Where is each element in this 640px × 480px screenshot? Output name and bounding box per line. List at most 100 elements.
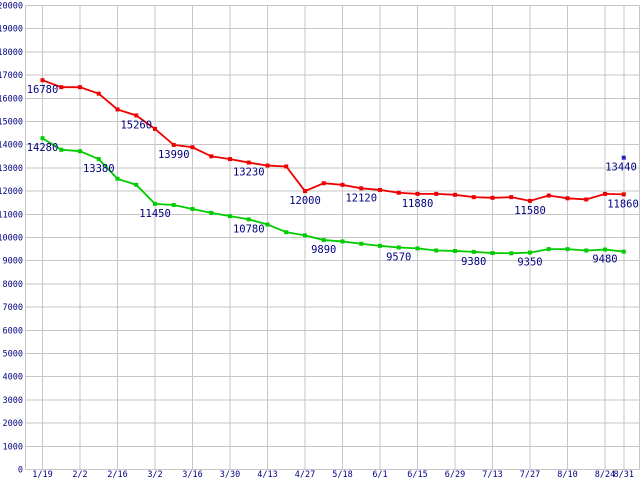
x-axis-tick-label: 6/29 (445, 470, 465, 480)
red-series-marker (471, 195, 476, 200)
green-series-value-label: 9480 (592, 254, 617, 266)
green-series-marker (434, 248, 439, 253)
green-series-marker (115, 176, 120, 181)
y-axis-tick-label: 8000 (3, 280, 23, 290)
green-series-marker (96, 157, 101, 162)
x-axis-tick-label: 8/24 (595, 470, 615, 480)
green-series-marker (340, 239, 345, 244)
y-axis-tick-label: 2000 (3, 419, 23, 429)
y-axis-tick-label: 5000 (3, 350, 23, 360)
y-axis-tick-label: 19000 (0, 25, 23, 35)
y-axis-tick-label: 10000 (0, 234, 23, 244)
green-series-value-label: 10780 (233, 223, 265, 235)
y-axis-tick-label: 4000 (3, 373, 23, 383)
red-series-value-label: 11880 (402, 198, 434, 210)
red-series-marker (284, 164, 289, 169)
x-axis-tick-label: 6/15 (407, 470, 427, 480)
y-axis-tick-label: 7000 (3, 303, 23, 313)
y-axis-tick-label: 16000 (0, 94, 23, 104)
y-axis-tick-label: 13000 (0, 164, 23, 174)
green-series-marker (134, 182, 139, 187)
red-series-marker (190, 145, 195, 150)
red-series-value-label: 12120 (345, 192, 377, 204)
green-series-marker (453, 248, 457, 253)
red-series-marker (415, 191, 420, 196)
red-series-marker (209, 154, 214, 159)
green-series-marker (528, 250, 532, 255)
y-axis-tick-label: 6000 (3, 326, 23, 336)
red-series-marker (434, 191, 439, 196)
green-series-marker (228, 214, 232, 219)
green-series-marker (190, 206, 195, 211)
green-series-marker (378, 243, 382, 248)
y-axis-tick-label: 9000 (3, 257, 23, 267)
red-series-marker (78, 85, 82, 90)
x-axis-tick-label: 3/2 (147, 470, 162, 480)
red-series-marker (134, 113, 139, 118)
y-axis-tick-label: 3000 (3, 396, 23, 406)
red-series-marker (153, 126, 157, 131)
red-series-marker (603, 191, 607, 196)
green-series-marker (59, 147, 64, 152)
x-axis-tick-label: 3/16 (182, 470, 202, 480)
x-axis-tick-label: 1/19 (32, 470, 52, 480)
red-series-value-label: 12000 (289, 195, 321, 207)
green-series-marker (603, 247, 607, 252)
green-series-marker (584, 248, 589, 253)
red-series-value-label: 13990 (158, 149, 190, 161)
red-series-marker (490, 195, 495, 200)
x-axis-tick-label: 8/10 (557, 470, 577, 480)
red-series-marker (621, 192, 626, 197)
x-axis-tick-label: 8/31 (614, 470, 634, 480)
green-series-value-label: 13380 (83, 163, 115, 175)
y-axis-tick-label: 1000 (3, 442, 23, 452)
green-series-line (42, 137, 624, 255)
red-series-marker (96, 91, 101, 96)
green-series-value-label: 9380 (461, 256, 486, 268)
red-series-marker (59, 85, 64, 90)
y-axis-tick-label: 18000 (0, 48, 23, 58)
red-series-marker (509, 195, 514, 200)
green-series-marker (153, 201, 157, 206)
red-series-marker (359, 186, 364, 191)
green-series-value-label: 9570 (386, 251, 411, 263)
red-series-marker (303, 189, 307, 194)
red-series-value-label: 15260 (120, 119, 152, 131)
green-series-marker (396, 245, 401, 250)
red-series-marker (546, 193, 551, 198)
green-series-marker (415, 246, 420, 251)
x-axis-tick-label: 3/30 (220, 470, 240, 480)
green-series-value-label: 9890 (311, 244, 336, 256)
y-axis-tick-label: 15000 (0, 118, 23, 128)
red-series-marker (265, 163, 270, 168)
red-series-marker (396, 190, 401, 195)
red-series-marker (340, 182, 345, 187)
x-axis-tick-label: 6/1 (372, 470, 387, 480)
x-axis-tick-label: 7/27 (520, 470, 540, 480)
x-axis-tick-label: 4/13 (257, 470, 277, 480)
red-series-marker (246, 160, 251, 165)
x-axis-tick-label: 4/27 (295, 470, 315, 480)
red-series-value-label: 11580 (514, 205, 546, 217)
red-series-value-label: 11860 (607, 198, 639, 210)
green-series-marker (265, 222, 270, 227)
red-series-line (42, 79, 624, 202)
green-series-marker (284, 230, 289, 235)
red-series-marker (528, 198, 532, 203)
x-axis-tick-label: 5/18 (332, 470, 352, 480)
red-series-marker (321, 181, 326, 186)
red-series-marker (228, 157, 232, 162)
green-series-marker (246, 217, 251, 222)
red-series-marker (378, 187, 382, 192)
x-axis-tick-label: 2/2 (72, 470, 87, 480)
green-series-marker (546, 247, 551, 252)
green-series-value-label: 14280 (27, 142, 59, 154)
green-series-marker (621, 249, 626, 254)
red-series-value-label: 13230 (233, 167, 265, 179)
green-series-marker (171, 203, 176, 208)
blue-point (621, 155, 626, 160)
green-series-value-label: 9350 (517, 257, 542, 269)
green-series-marker (40, 136, 45, 141)
